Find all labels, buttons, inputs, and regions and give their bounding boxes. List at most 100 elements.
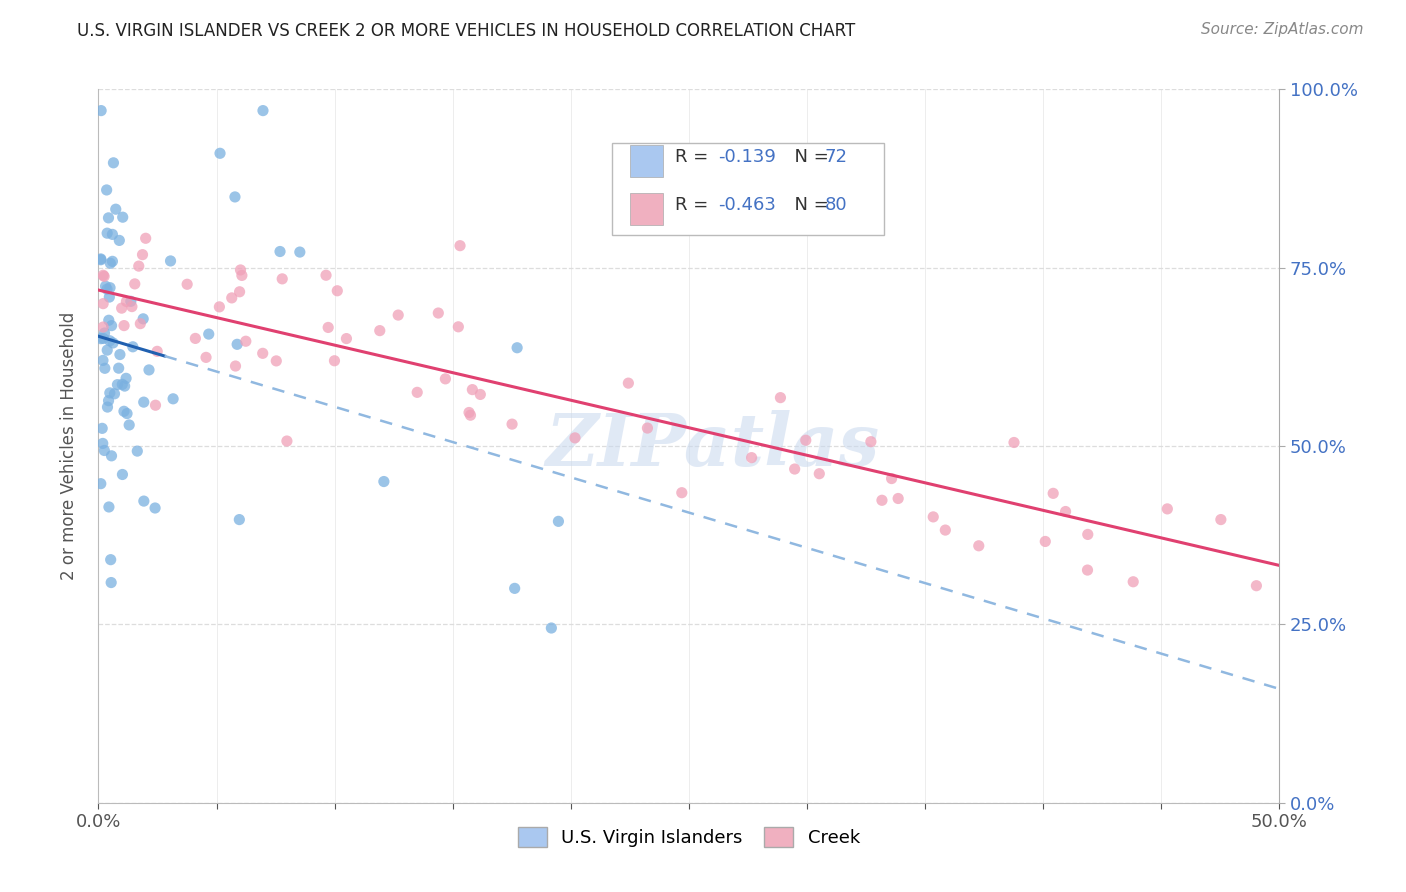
Point	[100, 575, 122, 590]
Point	[176, 277, 198, 292]
Point	[138, 363, 160, 377]
Point	[100, 318, 122, 333]
Point	[434, 372, 457, 386]
Point	[91, 296, 114, 310]
Point	[373, 475, 395, 489]
Point	[162, 392, 184, 406]
Point	[859, 434, 882, 449]
Point	[135, 231, 157, 245]
Point	[131, 247, 153, 261]
Point	[103, 386, 125, 401]
Point	[98, 281, 121, 295]
Point	[91, 421, 114, 435]
Point	[127, 444, 149, 458]
Point	[808, 467, 831, 481]
Point	[887, 491, 910, 506]
Point	[316, 320, 339, 334]
Point	[107, 377, 129, 392]
Point	[115, 407, 138, 421]
Point	[1350, 549, 1372, 563]
Point	[1292, 537, 1315, 551]
Point	[112, 404, 135, 418]
Point	[90, 252, 112, 267]
Point	[269, 244, 291, 259]
Point	[91, 320, 114, 334]
Point	[315, 268, 337, 283]
Point	[132, 494, 155, 508]
Point	[96, 282, 118, 296]
Point	[98, 385, 121, 400]
Point	[93, 331, 115, 345]
Point	[98, 290, 121, 304]
Point	[288, 245, 311, 260]
Point	[97, 500, 120, 514]
Text: 80: 80	[825, 196, 848, 214]
Point	[111, 301, 134, 315]
Point	[323, 353, 346, 368]
Point	[501, 417, 523, 431]
Point	[1288, 497, 1310, 511]
Point	[96, 183, 118, 197]
Point	[195, 351, 218, 365]
Point	[124, 277, 146, 291]
Point	[447, 319, 470, 334]
Point	[121, 300, 143, 314]
Legend: U.S. Virgin Islanders, Creek: U.S. Virgin Islanders, Creek	[510, 820, 868, 855]
Point	[96, 400, 118, 414]
Point	[91, 353, 114, 368]
Point	[115, 371, 138, 385]
Point	[100, 552, 122, 566]
Point	[1002, 435, 1025, 450]
Point	[1054, 504, 1077, 518]
Point	[671, 485, 693, 500]
Point	[934, 523, 956, 537]
Text: ZIPatlas: ZIPatlas	[546, 410, 880, 482]
Point	[1076, 563, 1098, 577]
Point	[132, 395, 155, 409]
Point	[870, 493, 893, 508]
Point	[111, 377, 134, 392]
Point	[90, 103, 112, 118]
Point	[208, 146, 231, 161]
Point	[503, 582, 526, 596]
Point	[128, 259, 150, 273]
Point	[235, 334, 257, 349]
Point	[96, 226, 118, 240]
Point	[115, 294, 138, 309]
Point	[368, 324, 391, 338]
Point	[547, 514, 569, 528]
Point	[1156, 501, 1178, 516]
Point	[1291, 552, 1313, 566]
Point	[90, 476, 112, 491]
Point	[252, 346, 274, 360]
Point	[922, 509, 945, 524]
Point	[97, 313, 120, 327]
Point	[91, 268, 114, 283]
Point	[145, 398, 167, 412]
Point	[108, 347, 131, 361]
Point	[94, 279, 117, 293]
Point	[97, 393, 120, 408]
Point	[1033, 534, 1056, 549]
Point	[132, 311, 155, 326]
Point	[540, 621, 562, 635]
Point	[1122, 574, 1144, 589]
Point	[184, 331, 207, 345]
Point	[387, 308, 409, 322]
Point	[231, 268, 253, 283]
Point	[1209, 512, 1232, 526]
Text: R =: R =	[675, 196, 714, 214]
Point	[427, 306, 450, 320]
Point	[1343, 612, 1365, 626]
Point	[221, 291, 243, 305]
Text: N =: N =	[783, 196, 835, 214]
Point	[98, 256, 121, 270]
Point	[460, 408, 482, 422]
Point	[100, 449, 122, 463]
Point	[121, 340, 143, 354]
Point	[120, 294, 142, 309]
Point	[229, 263, 252, 277]
Point	[769, 391, 792, 405]
Point	[228, 512, 250, 526]
Point	[564, 431, 586, 445]
